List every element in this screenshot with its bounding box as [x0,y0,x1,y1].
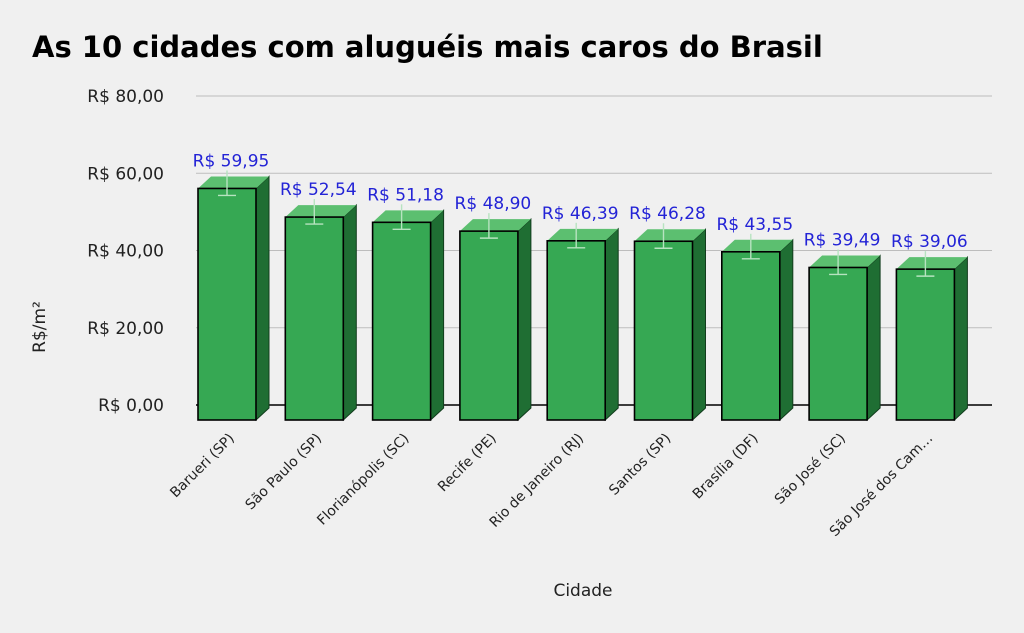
chart-title: As 10 cidades com aluguéis mais caros do… [32,30,823,64]
bar-group: R$ 43,55 [716,215,794,422]
bar-top [896,257,968,270]
y-tick-label: R$ 60,00 [87,164,164,184]
x-tick-label: São José (SC) [772,431,849,508]
y-tick-label: R$ 40,00 [87,242,164,262]
bar-group: R$ 39,06 [891,232,968,422]
bar [459,230,519,421]
data-label: R$ 52,54 [280,180,357,200]
bars: R$ 59,95 R$ 52,54 R$ 51,18 R$ 48,90 R$ 46,39… [193,151,968,422]
x-tick-label: Brasília (DF) [690,431,762,503]
bar-side [779,238,794,422]
y-axis-ticks: R$ 0,00 R$ 20,00 R$ 40,00 R$ 60,00 R$ 80,00 [87,87,164,416]
data-label: R$ 43,55 [716,215,793,235]
x-tick-label: São Paulo (SP) [242,431,325,514]
bar-side [604,227,619,422]
data-label: R$ 48,90 [455,194,532,214]
data-label: R$ 39,49 [804,230,881,250]
data-label: R$ 46,39 [542,204,619,224]
bar-group: R$ 48,90 [455,194,532,422]
data-label: R$ 51,18 [367,185,444,205]
bar-side [692,228,706,422]
bar [284,216,345,421]
y-tick-label: R$ 80,00 [87,87,164,107]
y-tick-label: R$ 20,00 [87,319,164,339]
bar-top [721,239,793,252]
y-axis-label: R$/m² [30,301,50,353]
data-label: R$ 39,06 [891,232,968,252]
bar-group: R$ 39,49 [804,230,881,422]
bar [371,221,432,421]
bar-side [342,203,357,422]
bar-side [430,209,445,422]
y-tick-label: R$ 0,00 [98,396,164,416]
x-axis-ticks: Barueri (SP) São Paulo (SP)Florianópolis … [167,431,936,540]
bar [720,250,781,421]
data-label: R$ 46,28 [629,204,706,224]
bar [895,268,956,421]
x-tick-label: Rio de Janeiro (RJ) [487,431,587,531]
bar-top [459,219,531,232]
bar [546,240,607,421]
bar-top [285,205,357,218]
bar-group: R$ 59,95 [193,151,270,422]
x-tick-label: Barueri (SP) [167,431,238,502]
bar-top [547,228,619,241]
bar-group: R$ 46,28 [629,204,706,422]
bar [633,240,694,421]
bar-top [372,210,444,223]
bar [197,187,257,421]
bar [808,266,868,421]
x-axis-label: Cidade [553,581,612,601]
bar-side [866,254,881,422]
x-tick-label: Recife (PE) [435,431,500,496]
bar-group: R$ 46,39 [542,204,619,422]
bar-top [809,255,881,268]
data-label: R$ 59,95 [193,151,270,171]
x-tick-label: Florianópolis (SC) [314,431,412,529]
bar-side [255,175,270,422]
bar-group: R$ 51,18 [367,185,445,422]
x-tick-label: Santos (SP) [606,431,674,499]
bar-side [953,255,968,422]
bar-top [634,229,706,242]
bar-group: R$ 52,54 [280,180,357,422]
bar-side [517,217,532,422]
bar-top [198,176,269,189]
